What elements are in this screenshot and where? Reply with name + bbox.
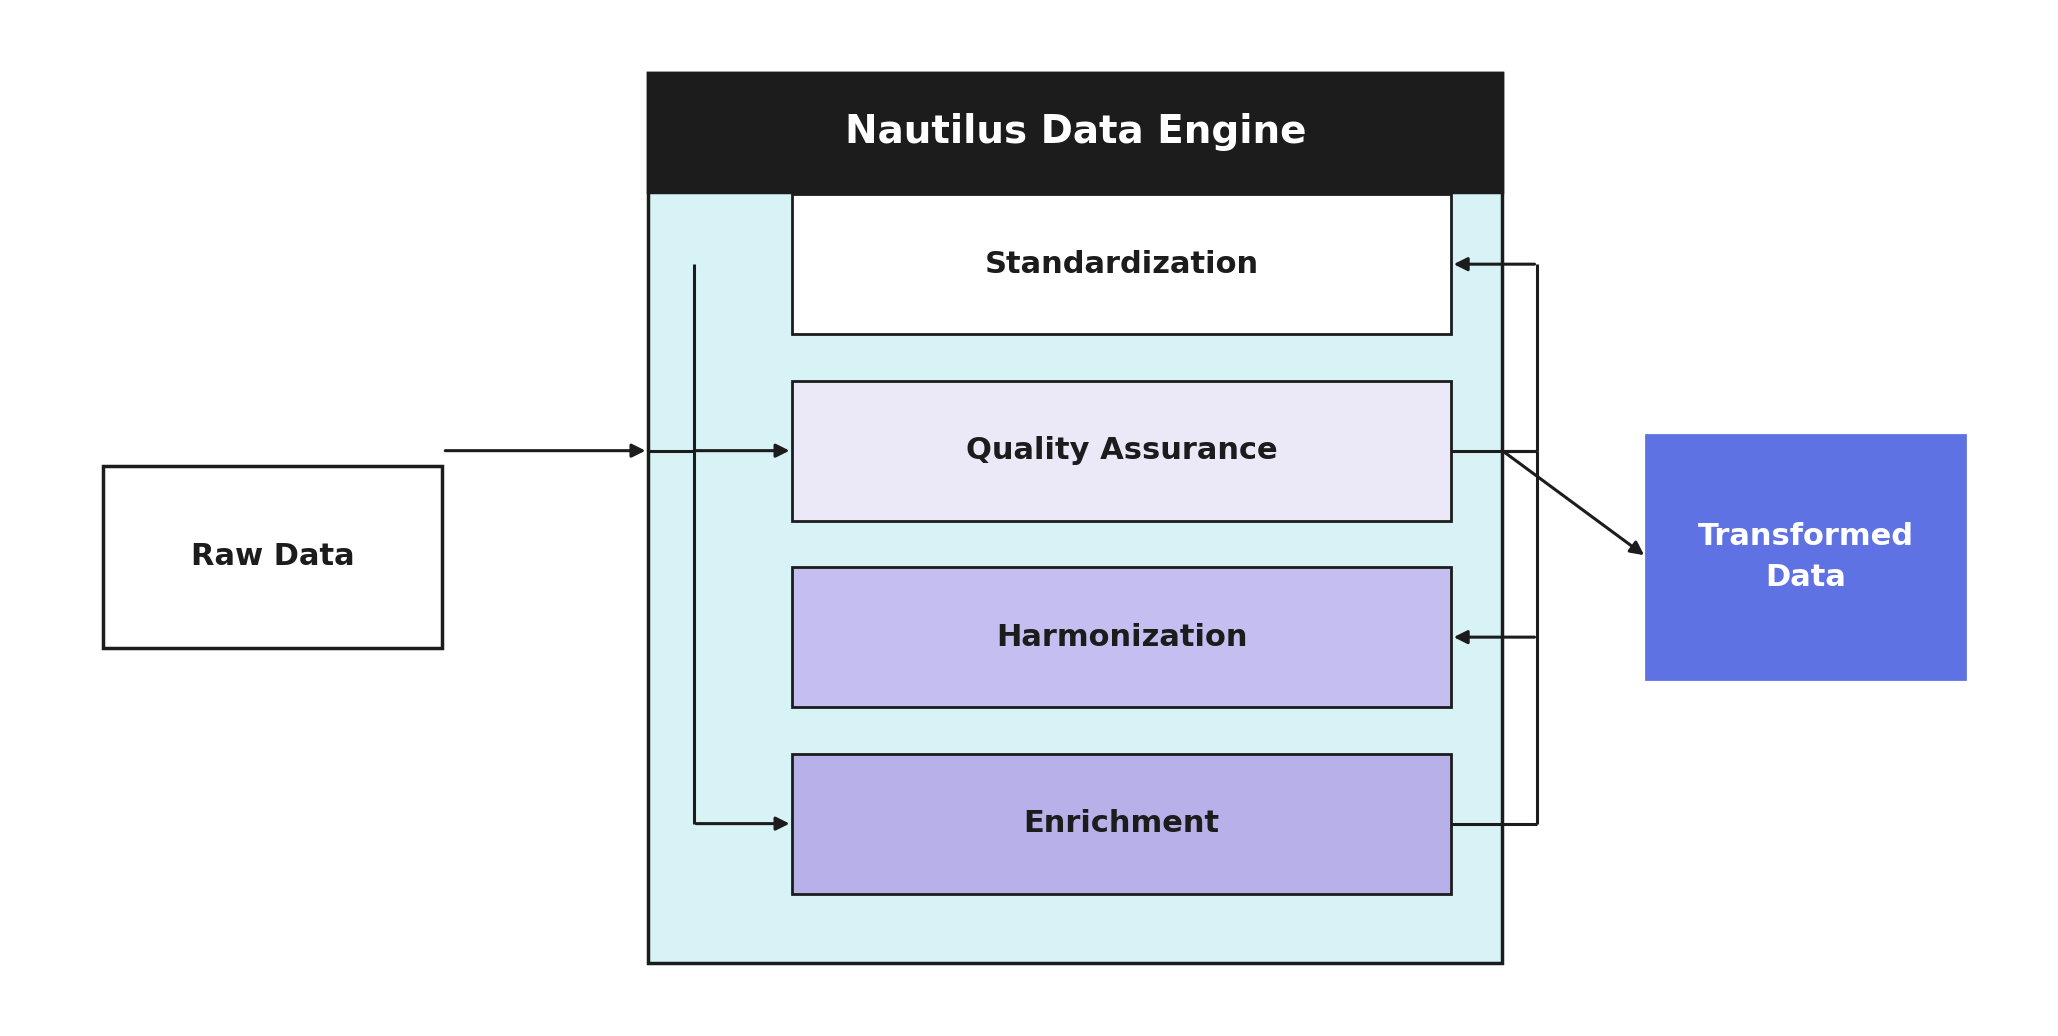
Text: Nautilus Data Engine: Nautilus Data Engine xyxy=(844,113,1307,151)
Text: Enrichment: Enrichment xyxy=(1023,809,1220,838)
Text: Raw Data: Raw Data xyxy=(191,543,354,571)
Bar xyxy=(792,381,1451,521)
Bar xyxy=(648,73,1502,963)
Bar xyxy=(648,73,1502,192)
Text: Standardization: Standardization xyxy=(984,250,1259,279)
Text: Harmonization: Harmonization xyxy=(996,623,1247,652)
Bar xyxy=(103,466,442,648)
Bar xyxy=(792,195,1451,335)
Text: Transformed
Data: Transformed Data xyxy=(1698,522,1914,592)
Text: Quality Assurance: Quality Assurance xyxy=(965,436,1278,465)
Bar xyxy=(1646,435,1965,679)
Bar xyxy=(792,754,1451,893)
Bar xyxy=(792,568,1451,708)
